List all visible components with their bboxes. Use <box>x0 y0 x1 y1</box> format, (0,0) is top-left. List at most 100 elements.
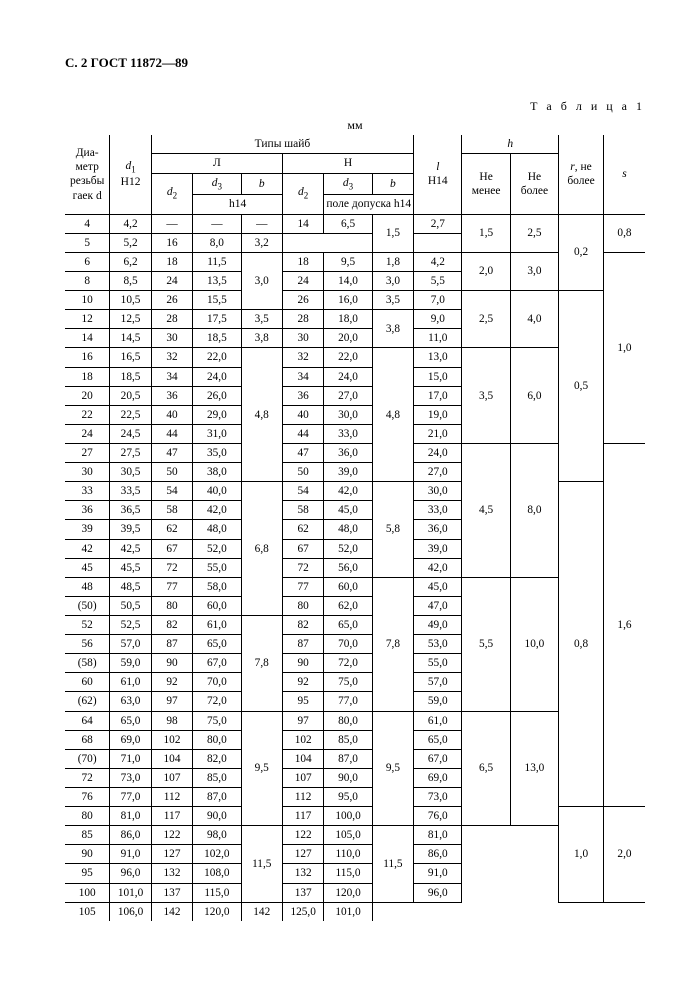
cell-l: 27,0 <box>414 463 462 482</box>
cell-l: 33,0 <box>414 501 462 520</box>
cell-Ld2: 82 <box>151 615 192 634</box>
cell-d: 85 <box>65 826 110 845</box>
cell-Nd2: 90 <box>282 654 323 673</box>
cell-d1: 50,5 <box>110 596 151 615</box>
cell-l: 49,0 <box>414 615 462 634</box>
cell-d: 56 <box>65 635 110 654</box>
cell-l: 61,0 <box>414 711 462 730</box>
cell-hmin: 1,5 <box>462 214 510 252</box>
cell-d1: 36,5 <box>110 501 151 520</box>
cell-l: 17,0 <box>414 386 462 405</box>
cell-Lb: 11,5 <box>241 826 282 902</box>
cell-l: 24,0 <box>414 443 462 462</box>
cell-Nb: 5,8 <box>372 482 413 578</box>
cell-d1: 33,5 <box>110 482 151 501</box>
cell-Ld2: — <box>151 214 192 233</box>
cell-Ld2: 80 <box>151 596 192 615</box>
cell-d1: 5,2 <box>110 233 151 252</box>
cell-Nd2: 104 <box>282 749 323 768</box>
cell-Ld3: 13,5 <box>193 272 241 291</box>
cell-l: 7,0 <box>414 291 462 310</box>
cell-Ld2: 47 <box>151 443 192 462</box>
cell-d: 22 <box>65 405 110 424</box>
cell-d: 4 <box>65 214 110 233</box>
cell-Ld2: 28 <box>151 310 192 329</box>
cell-Nd3: 27,0 <box>324 386 372 405</box>
cell-d: 48 <box>65 577 110 596</box>
cell-Nd3: 110,0 <box>324 845 372 864</box>
cell-Nd2: 77 <box>282 577 323 596</box>
cell-d1: 16,5 <box>110 348 151 367</box>
cell-hmin: 6,5 <box>462 711 510 826</box>
cell-Ld2: 26 <box>151 291 192 310</box>
cell-Nd2: 50 <box>282 463 323 482</box>
cell-Nd3: 36,0 <box>324 443 372 462</box>
cell-d: 68 <box>65 730 110 749</box>
cell-d: 14 <box>65 329 110 348</box>
cell-Ld3: 75,0 <box>193 711 241 730</box>
cell-Ld3: 108,0 <box>193 864 241 883</box>
cell-l: 11,0 <box>414 329 462 348</box>
cell-l: 101,0 <box>324 902 372 921</box>
col-s: s <box>603 135 645 214</box>
cell-d1: 57,0 <box>110 635 151 654</box>
cell-Lb: 4,8 <box>241 348 282 482</box>
cell-Ld2: 77 <box>151 577 192 596</box>
cell-Nd2: 16 <box>151 233 192 252</box>
cell-Nd3: 60,0 <box>324 577 372 596</box>
col-type-N: Н <box>282 154 413 173</box>
cell-Ld2: 30 <box>151 329 192 348</box>
cell-l: 59,0 <box>414 692 462 711</box>
cell-d: 27 <box>65 443 110 462</box>
cell-d1: 73,0 <box>110 768 151 787</box>
cell-Lb: 9,5 <box>241 711 282 826</box>
cell-Ld3: 22,0 <box>193 348 241 367</box>
cell-Nd3: 20,0 <box>324 329 372 348</box>
cell-r: 0,2 <box>559 214 604 290</box>
cell-Nd3: 14,0 <box>324 272 372 291</box>
cell-Nd3: 120,0 <box>324 883 372 902</box>
cell-l: 91,0 <box>414 864 462 883</box>
cell-d1: 18,5 <box>110 367 151 386</box>
cell-Nd2: 142 <box>241 902 282 921</box>
cell-Ld2: 44 <box>151 424 192 443</box>
cell-d: 33 <box>65 482 110 501</box>
cell-Ld2: 102 <box>151 730 192 749</box>
cell-d: 52 <box>65 615 110 634</box>
cell-Nd2: 34 <box>282 367 323 386</box>
cell-l: 67,0 <box>414 749 462 768</box>
cell-Lb: 3,0 <box>241 252 282 309</box>
cell-Nd3: 62,0 <box>324 596 372 615</box>
cell-Ld2: 40 <box>151 405 192 424</box>
cell-Nd2: 32 <box>282 348 323 367</box>
cell-Ld3: 82,0 <box>193 749 241 768</box>
cell-d: 42 <box>65 539 110 558</box>
cell-hmin: 5,5 <box>462 577 510 711</box>
cell-Ld3: 40,0 <box>193 482 241 501</box>
table-number: Т а б л и ц а 1 <box>65 99 645 114</box>
cell-d: 45 <box>65 558 110 577</box>
cell-Nd3: 24,0 <box>324 367 372 386</box>
cell-Nd2: 72 <box>282 558 323 577</box>
cell-Nd2: 95 <box>282 692 323 711</box>
cell-d1: 101,0 <box>110 883 151 902</box>
cell-d: 60 <box>65 673 110 692</box>
cell-Ld3: 102,0 <box>193 845 241 864</box>
cell-d1: 52,5 <box>110 615 151 634</box>
cell-l: 13,0 <box>414 348 462 367</box>
cell-Ld2: 142 <box>151 902 192 921</box>
cell-Ld3: 87,0 <box>193 787 241 806</box>
cell-d: 95 <box>65 864 110 883</box>
cell-Nb: 4,8 <box>372 348 413 482</box>
cell-Ld2: 112 <box>151 787 192 806</box>
cell-Ld3: 26,0 <box>193 386 241 405</box>
cell-Ld3: 29,0 <box>193 405 241 424</box>
cell-Ld2: 36 <box>151 386 192 405</box>
cell-d: 90 <box>65 845 110 864</box>
cell-Ld2: 50 <box>151 463 192 482</box>
cell-Nd2: 36 <box>282 386 323 405</box>
cell-l: 15,0 <box>414 367 462 386</box>
cell-Nd2: 62 <box>282 520 323 539</box>
cell-Ld3: 60,0 <box>193 596 241 615</box>
cell-Nd3: 6,5 <box>324 214 372 233</box>
